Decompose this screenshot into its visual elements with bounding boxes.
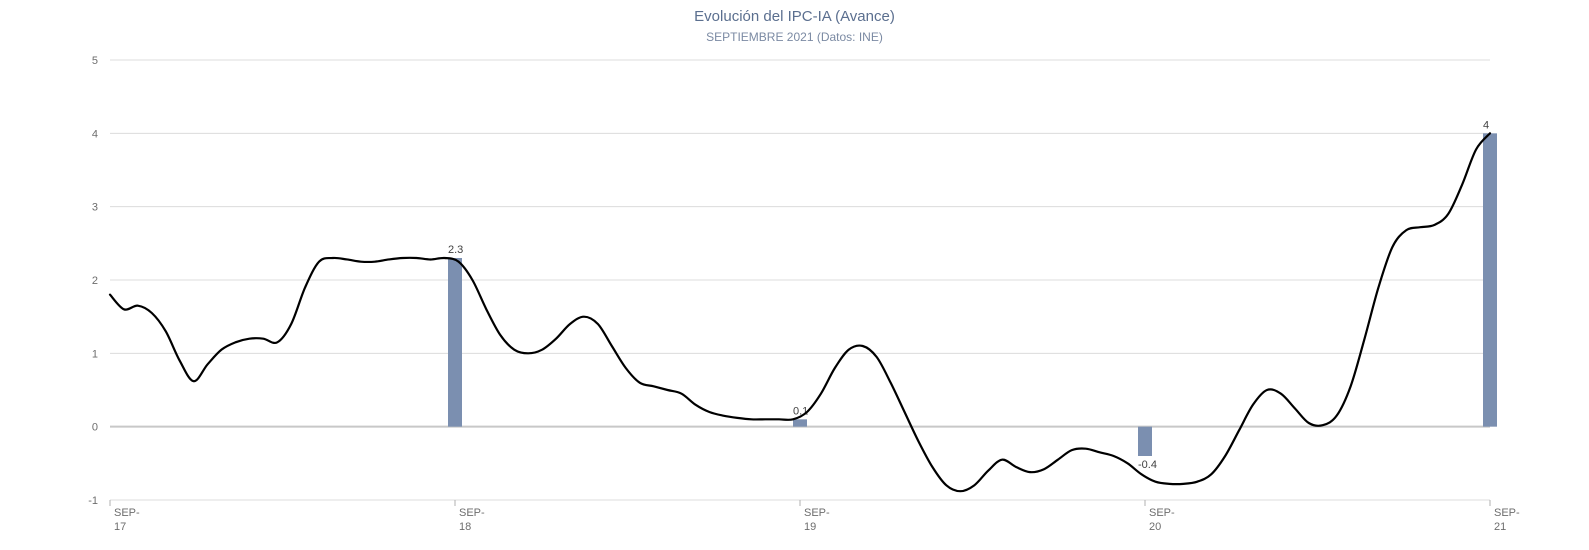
chart-svg: -1 0 1 2 3 4 5 SEP- 17 SEP- 18 SEP- 19 SEP- 20 SEP- 21 2.… (0, 0, 1589, 550)
x-tick-label-top: SEP- (114, 507, 140, 519)
bar-label: -0.4 (1138, 459, 1157, 471)
y-tick-label: 1 (92, 348, 98, 360)
y-tick-label: 4 (92, 128, 98, 140)
x-tick-label-top: SEP- (804, 507, 830, 519)
y-tick-label: 5 (92, 55, 98, 67)
bar (448, 258, 462, 427)
x-tick-label-top: SEP- (1149, 507, 1175, 519)
x-tick-label-bottom: 19 (804, 521, 816, 533)
y-tick-label: 2 (92, 275, 98, 287)
ipc-chart: Evolución del IPC-IA (Avance) SEPTIEMBRE… (0, 0, 1589, 550)
bar-label: 2.3 (448, 244, 463, 256)
y-tick-label: 0 (92, 422, 98, 434)
x-tick-label-bottom: 18 (459, 521, 471, 533)
chart-title: Evolución del IPC-IA (Avance) (0, 8, 1589, 25)
bar (793, 419, 807, 426)
chart-subtitle: SEPTIEMBRE 2021 (Datos: INE) (0, 30, 1589, 44)
x-tick-label-bottom: 17 (114, 521, 126, 533)
bar-label: 4 (1483, 119, 1489, 131)
x-tick-label-bottom: 20 (1149, 521, 1161, 533)
y-tick-label: -1 (88, 495, 98, 507)
x-tick-label-top: SEP- (459, 507, 485, 519)
bar (1483, 133, 1497, 426)
bar (1138, 427, 1152, 456)
y-tick-label: 3 (92, 202, 98, 214)
x-tick-label-top: SEP- (1494, 507, 1520, 519)
line-series (110, 133, 1490, 491)
x-tick-label-bottom: 21 (1494, 521, 1506, 533)
